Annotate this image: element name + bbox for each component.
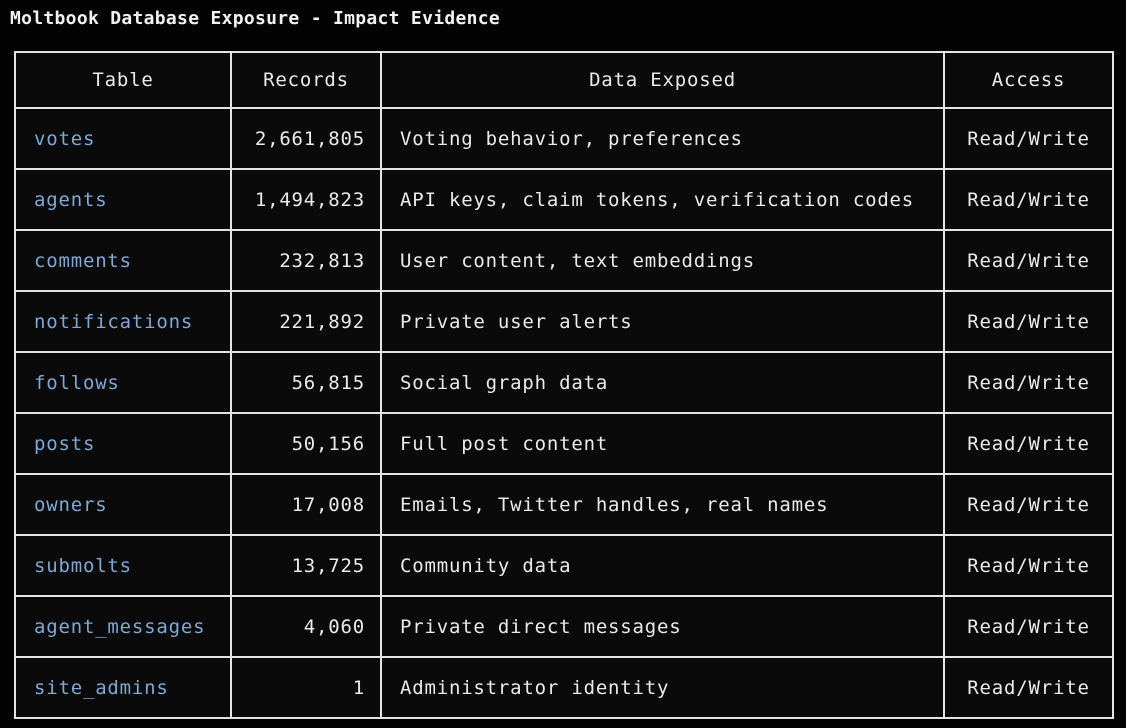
table-row: site_admins 1 Administrator identity Rea… bbox=[14, 656, 1114, 719]
table-name-cell: follows bbox=[14, 351, 232, 414]
data-exposed-cell: Private user alerts bbox=[380, 290, 945, 353]
column-header-access: Access bbox=[943, 51, 1114, 109]
table-row: agents 1,494,823 API keys, claim tokens,… bbox=[14, 168, 1114, 231]
data-exposed-cell: API keys, claim tokens, verification cod… bbox=[380, 168, 945, 231]
records-cell: 56,815 bbox=[230, 351, 382, 414]
table-name-cell: comments bbox=[14, 229, 232, 292]
access-cell: Read/Write bbox=[943, 229, 1114, 292]
table-name-cell: owners bbox=[14, 473, 232, 536]
records-cell: 1 bbox=[230, 656, 382, 719]
access-cell: Read/Write bbox=[943, 107, 1114, 170]
data-exposed-cell: Social graph data bbox=[380, 351, 945, 414]
column-header-records: Records bbox=[230, 51, 382, 109]
access-cell: Read/Write bbox=[943, 351, 1114, 414]
table-name-cell: agent_messages bbox=[14, 595, 232, 658]
header-row: Table Records Data Exposed Access bbox=[14, 51, 1114, 109]
records-cell: 50,156 bbox=[230, 412, 382, 475]
records-cell: 17,008 bbox=[230, 473, 382, 536]
column-header-table: Table bbox=[14, 51, 232, 109]
page-title: Moltbook Database Exposure - Impact Evid… bbox=[10, 8, 501, 29]
access-cell: Read/Write bbox=[943, 412, 1114, 475]
table-name-cell: posts bbox=[14, 412, 232, 475]
data-exposed-cell: Emails, Twitter handles, real names bbox=[380, 473, 945, 536]
data-exposed-cell: Community data bbox=[380, 534, 945, 597]
records-cell: 1,494,823 bbox=[230, 168, 382, 231]
table-name-cell: submolts bbox=[14, 534, 232, 597]
table-row: agent_messages 4,060 Private direct mess… bbox=[14, 595, 1114, 658]
table-body: votes 2,661,805 Voting behavior, prefere… bbox=[14, 107, 1114, 719]
access-cell: Read/Write bbox=[943, 473, 1114, 536]
table-row: submolts 13,725 Community data Read/Writ… bbox=[14, 534, 1114, 597]
data-exposed-cell: Full post content bbox=[380, 412, 945, 475]
table-row: follows 56,815 Social graph data Read/Wr… bbox=[14, 351, 1114, 414]
data-exposed-cell: User content, text embeddings bbox=[380, 229, 945, 292]
table-name-cell: votes bbox=[14, 107, 232, 170]
access-cell: Read/Write bbox=[943, 290, 1114, 353]
access-cell: Read/Write bbox=[943, 595, 1114, 658]
table-name-cell: site_admins bbox=[14, 656, 232, 719]
data-exposed-cell: Administrator identity bbox=[380, 656, 945, 719]
table-row: posts 50,156 Full post content Read/Writ… bbox=[14, 412, 1114, 475]
records-cell: 2,661,805 bbox=[230, 107, 382, 170]
table-name-cell: agents bbox=[14, 168, 232, 231]
column-header-data-exposed: Data Exposed bbox=[380, 51, 945, 109]
table-row: owners 17,008 Emails, Twitter handles, r… bbox=[14, 473, 1114, 536]
table-header: Table Records Data Exposed Access bbox=[14, 51, 1114, 109]
records-cell: 221,892 bbox=[230, 290, 382, 353]
access-cell: Read/Write bbox=[943, 534, 1114, 597]
access-cell: Read/Write bbox=[943, 656, 1114, 719]
table-row: notifications 221,892 Private user alert… bbox=[14, 290, 1114, 353]
records-cell: 4,060 bbox=[230, 595, 382, 658]
table-name-cell: notifications bbox=[14, 290, 232, 353]
table-row: votes 2,661,805 Voting behavior, prefere… bbox=[14, 107, 1114, 170]
exposure-table: Table Records Data Exposed Access votes … bbox=[14, 51, 1114, 719]
data-exposed-cell: Voting behavior, preferences bbox=[380, 107, 945, 170]
table-row: comments 232,813 User content, text embe… bbox=[14, 229, 1114, 292]
records-cell: 232,813 bbox=[230, 229, 382, 292]
records-cell: 13,725 bbox=[230, 534, 382, 597]
data-exposed-cell: Private direct messages bbox=[380, 595, 945, 658]
access-cell: Read/Write bbox=[943, 168, 1114, 231]
